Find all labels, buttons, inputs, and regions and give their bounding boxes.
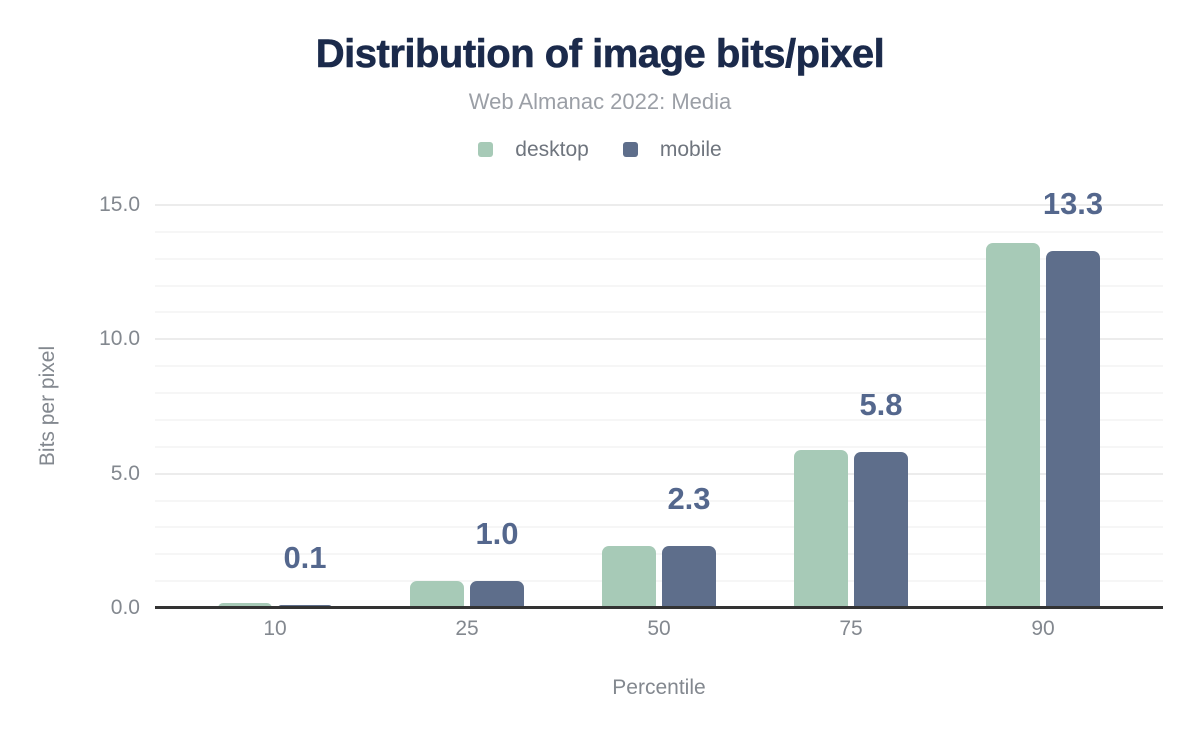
- chart-title: Distribution of image bits/pixel: [315, 32, 885, 76]
- bar-desktop-p50: [602, 546, 656, 608]
- minor-gridline: [155, 553, 1163, 556]
- legend-item-mobile: mobile: [622, 138, 722, 161]
- x-axis-title: Percentile: [612, 676, 706, 699]
- minor-gridline: [155, 311, 1163, 314]
- bar-desktop-p25: [410, 581, 464, 608]
- bar-value-label-p25: 1.0: [475, 516, 519, 552]
- y-tick-label-15.0: 15.0: [99, 193, 140, 216]
- minor-gridline: [155, 580, 1163, 583]
- major-gridline: [155, 472, 1163, 475]
- bar-value-label-p90: 13.3: [1042, 185, 1104, 221]
- legend-label-desktop: desktop: [515, 138, 589, 161]
- bar-mobile-p75: [854, 452, 908, 608]
- bar-mobile-p90: [1046, 250, 1100, 608]
- legend-swatch-desktop: [478, 142, 494, 157]
- minor-gridline: [155, 526, 1163, 529]
- major-gridline: [155, 204, 1163, 206]
- minor-gridline: [155, 284, 1163, 287]
- y-tick-label-0.0: 0.0: [110, 596, 140, 619]
- x-tick-label-10: 10: [263, 617, 287, 640]
- y-tick-labels: 0.0 5.0 10.0 15.0: [0, 194, 140, 619]
- legend-swatch-mobile: [622, 142, 638, 157]
- y-tick-label-5.0: 5.0: [110, 461, 140, 485]
- bar-desktop-p10: [218, 602, 272, 608]
- y-tick-label-10.0: 10.0: [99, 327, 140, 351]
- bar-desktop-p75: [794, 449, 848, 608]
- legend-label-mobile: mobile: [659, 138, 722, 161]
- bar-value-label-p75: 5.8: [859, 387, 903, 423]
- x-tick-label-75: 75: [839, 617, 863, 640]
- major-gridline: [155, 338, 1163, 341]
- legend: desktop mobile: [0, 139, 1200, 160]
- minor-gridline: [155, 418, 1163, 421]
- chart-subtitle: Web Almanac 2022: Media: [468, 89, 732, 114]
- plot-area: 0.1 1.0 2.3 5.8 13.3: [155, 188, 1163, 609]
- bar-value-label-p10: 0.1: [283, 540, 327, 576]
- minor-gridline: [155, 230, 1163, 233]
- bar-desktop-p90: [986, 242, 1040, 608]
- legend-item-desktop: desktop: [478, 139, 589, 160]
- minor-gridline: [155, 445, 1163, 448]
- bar-mobile-p50: [662, 546, 716, 608]
- x-tick-label-25: 25: [455, 617, 479, 640]
- minor-gridline: [155, 499, 1163, 502]
- minor-gridline: [155, 257, 1163, 260]
- bar-mobile-p25: [470, 581, 524, 608]
- bar-value-label-p50: 2.3: [667, 481, 711, 517]
- x-tick-labels: 10 25 50 75 90: [155, 617, 1163, 643]
- minor-gridline: [155, 392, 1163, 395]
- minor-gridline: [155, 365, 1163, 368]
- x-axis-line: [155, 606, 1163, 609]
- x-tick-label-50: 50: [647, 617, 671, 640]
- x-tick-label-90: 90: [1031, 617, 1055, 640]
